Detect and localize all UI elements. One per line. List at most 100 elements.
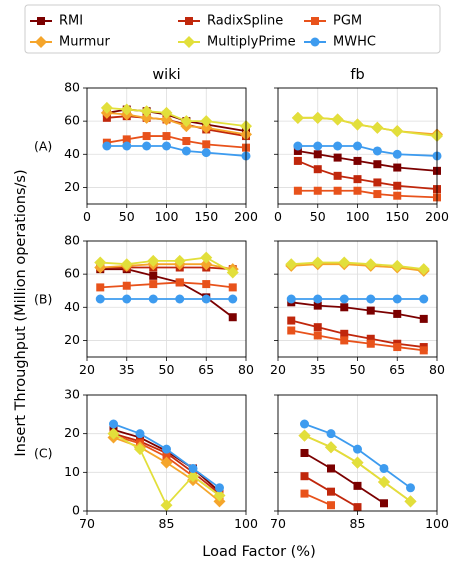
data-point xyxy=(393,309,402,318)
data-point xyxy=(142,141,152,151)
legend-label: MultiplyPrime xyxy=(207,35,296,50)
data-point xyxy=(340,336,349,345)
x-tick-label: 80 xyxy=(238,362,254,377)
row-label: (C) xyxy=(34,446,52,461)
plot-area xyxy=(285,256,430,355)
data-point xyxy=(351,456,364,469)
x-tick-label: 80 xyxy=(429,362,445,377)
data-point xyxy=(181,146,191,156)
x-tick-label: 150 xyxy=(385,209,409,224)
data-point xyxy=(366,334,375,343)
data-point xyxy=(327,501,335,510)
x-tick-label: 200 xyxy=(425,209,449,224)
data-point xyxy=(353,175,362,184)
data-point xyxy=(327,487,335,496)
x-axis-label: Load Factor (%) xyxy=(202,544,315,560)
y-tick-label: 40 xyxy=(64,146,80,161)
data-point xyxy=(162,132,171,141)
data-point xyxy=(148,294,158,304)
data-point xyxy=(285,258,298,271)
data-point xyxy=(160,456,173,469)
data-point xyxy=(373,190,382,199)
series-mwhc xyxy=(286,294,429,304)
x-tick-label: 0 xyxy=(83,209,91,224)
data-point xyxy=(373,178,382,187)
data-point xyxy=(406,483,415,493)
data-point xyxy=(293,186,302,195)
axes-frame xyxy=(86,394,247,512)
data-point xyxy=(202,280,211,289)
series-line xyxy=(291,319,424,348)
panel-c-wiki: 70 85 100 0 10 20 30 xyxy=(64,387,258,532)
x-tick-label: 150 xyxy=(194,209,218,224)
data-point xyxy=(313,186,322,195)
data-point xyxy=(228,294,238,304)
legend-marker xyxy=(185,17,193,25)
axes: 70 85 100 0 10 20 30 xyxy=(64,387,258,532)
panel-c-fb: 70 85 100 xyxy=(270,394,449,531)
x-tick-label: 20 xyxy=(79,362,95,377)
data-point xyxy=(188,463,198,473)
legend-entry-rmi: RMI xyxy=(30,14,83,29)
data-point xyxy=(393,181,402,190)
series-multiplyprime xyxy=(94,251,239,279)
data-point xyxy=(122,294,132,304)
series-mwhc xyxy=(109,419,224,493)
series-pgm xyxy=(293,186,441,202)
axes-frame xyxy=(86,240,247,358)
data-point xyxy=(95,294,105,304)
series-line xyxy=(304,492,332,507)
data-point xyxy=(366,306,375,315)
series-line xyxy=(291,301,424,320)
panel-a-fb: 0 50 100 150 200 xyxy=(274,87,449,224)
panel-b-wiki: 20 35 50 65 80 20 40 60 80 xyxy=(64,233,254,378)
legend-entry-radixspline: RadixSpline xyxy=(178,14,283,29)
data-point xyxy=(372,146,382,156)
data-point xyxy=(142,132,151,141)
data-point xyxy=(162,444,171,454)
data-point xyxy=(391,125,404,138)
plot-area xyxy=(107,419,226,512)
data-point xyxy=(311,256,324,269)
axes-frame xyxy=(86,87,247,205)
data-point xyxy=(228,313,237,322)
data-point xyxy=(331,113,344,126)
axes-frame xyxy=(277,240,438,358)
data-point xyxy=(393,191,402,200)
column-title-wiki: wiki xyxy=(152,67,180,83)
data-point xyxy=(333,141,343,151)
data-point xyxy=(300,472,309,481)
data-point xyxy=(122,281,131,290)
x-tick-label: 70 xyxy=(79,516,95,531)
row-label: (A) xyxy=(34,139,52,154)
y-tick-label: 20 xyxy=(64,179,80,194)
panel-a-wiki: 0 50 100 150 200 20 40 60 80 xyxy=(64,80,258,225)
y-tick-label: 20 xyxy=(64,425,80,440)
row-label: (B) xyxy=(34,292,52,307)
legend-label: RMI xyxy=(59,14,83,29)
y-tick-label: 20 xyxy=(64,332,80,347)
series-mwhc xyxy=(300,419,415,493)
data-point xyxy=(313,294,323,304)
series-pgm xyxy=(96,278,237,292)
data-point xyxy=(353,186,362,195)
axes-frame xyxy=(277,87,438,205)
x-tick-label: 0 xyxy=(274,209,282,224)
legend-entry-mwhc: MWHC xyxy=(304,35,376,50)
data-point xyxy=(353,481,362,490)
data-point xyxy=(340,329,349,338)
axes: 0 50 100 150 200 xyxy=(274,87,449,224)
data-point xyxy=(300,419,309,429)
data-point xyxy=(149,271,158,280)
data-point xyxy=(287,326,296,335)
y-tick-label: 10 xyxy=(64,464,80,479)
data-point xyxy=(175,278,184,287)
data-point xyxy=(228,283,237,292)
legend-marker xyxy=(35,36,47,48)
y-axis-label: Insert Throughput (Million operations/s) xyxy=(13,169,29,456)
data-point xyxy=(366,339,375,348)
data-point xyxy=(380,499,388,508)
data-point xyxy=(173,254,186,267)
data-point xyxy=(313,331,322,340)
